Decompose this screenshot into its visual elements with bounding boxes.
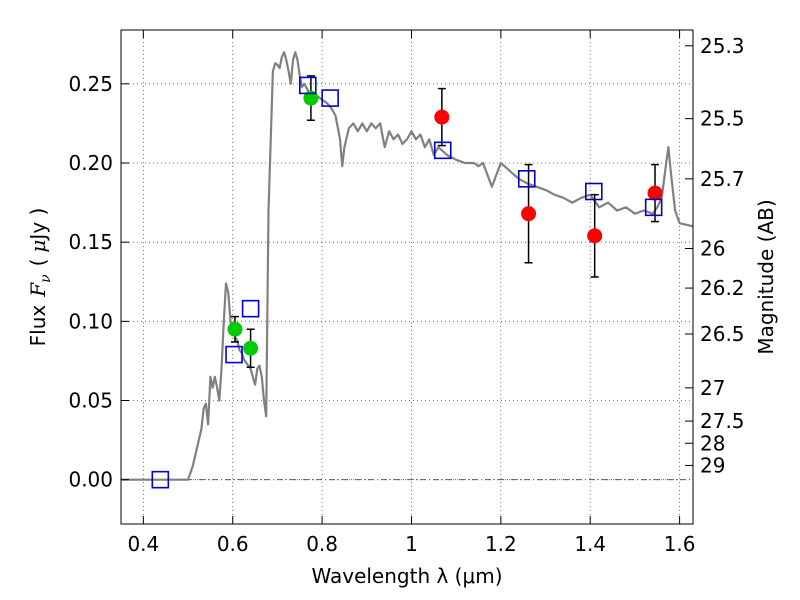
green-point (303, 90, 319, 106)
y-tick-label: 0.05 (68, 389, 113, 413)
model-square (517, 170, 536, 188)
green-point (243, 340, 259, 356)
x-tick-label: 0.4 (127, 532, 159, 556)
y2-tick-label: 25.7 (700, 167, 745, 191)
y2-tick-label: 28 (700, 431, 725, 455)
red-point (647, 185, 663, 201)
y2-tick-label: 26.5 (700, 322, 745, 346)
y-tick-label: 0.15 (68, 230, 113, 254)
plot-frame (120, 29, 694, 525)
model-square (298, 76, 317, 95)
y-axis-title-symbol: F (26, 282, 50, 298)
model-square (433, 141, 452, 160)
tick-labels: 0.4 0.6 0.8 1 1.2 1.4 1.6 0.00 0.05 0.10 0.15 0.20 0… (68, 34, 744, 556)
x-tick-label: 1.4 (574, 532, 606, 556)
red-point (587, 228, 603, 244)
y2-tick-label: 27 (700, 376, 725, 400)
y2-tick-label: 26 (700, 237, 725, 261)
model-squares (151, 76, 663, 489)
y-axis-title-subscript: ν (38, 274, 54, 283)
x-tick-label: 1.2 (485, 532, 517, 556)
x-tick-label: 0.8 (306, 532, 338, 556)
x-tick-label: 1.6 (664, 532, 696, 556)
y-axis-title: Flux Fν ( μJy ) (26, 208, 54, 347)
model-square (151, 470, 170, 489)
y-axis-title-unit-open: ( (26, 259, 50, 267)
red-point (521, 206, 537, 222)
y-axis-title-unit-rest: Jy ) (26, 208, 50, 242)
y2-tick-label: 27.5 (700, 409, 745, 433)
y-tick-label: 0.20 (68, 151, 113, 175)
x-tick-label: 1 (405, 532, 418, 556)
model-square (321, 89, 339, 107)
y2-tick-label: 29 (700, 453, 725, 477)
model-square (225, 345, 243, 364)
model-square (644, 198, 663, 217)
x-axis-title: Wavelength λ (μm) (311, 564, 502, 588)
red-point (434, 109, 450, 125)
y-tick-label: 0.10 (68, 309, 113, 333)
green-point (227, 321, 243, 337)
y-tick-label: 0.00 (68, 468, 113, 492)
model-square (584, 182, 603, 201)
y2-axis-title: Magnitude (AB) (754, 199, 778, 354)
y2-tick-label: 25.5 (700, 107, 745, 131)
y-axis-title-unit-mu: μ (26, 240, 50, 253)
x-tick-label: 0.6 (217, 532, 249, 556)
y-axis-title-text: Flux (26, 305, 50, 347)
axis-ticks (121, 30, 693, 524)
y2-tick-label: 25.3 (700, 34, 745, 58)
plot-background (121, 30, 693, 524)
model-square (241, 299, 260, 318)
data-points (227, 90, 663, 356)
y-tick-label: 0.25 (68, 72, 113, 96)
y2-tick-label: 26.2 (700, 276, 745, 300)
